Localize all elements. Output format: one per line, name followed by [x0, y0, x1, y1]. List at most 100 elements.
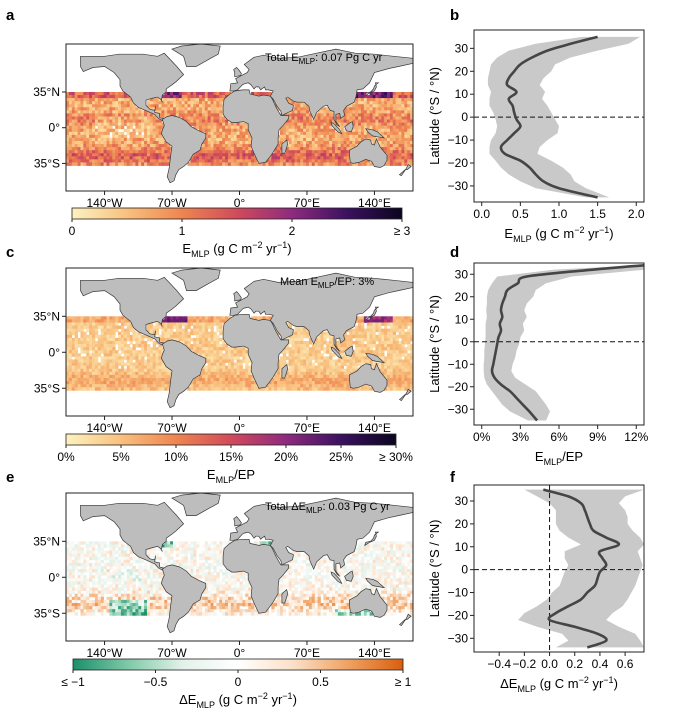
heat-cell: [83, 137, 87, 142]
heat-cell: [375, 101, 379, 105]
heat-cell: [404, 104, 408, 108]
heat-cell: [242, 356, 246, 360]
heat-cell: [303, 119, 307, 123]
heat-cell: [146, 116, 151, 120]
heat-cell: [398, 322, 402, 326]
heat-cell: [398, 547, 402, 551]
heat-cell: [407, 347, 411, 351]
heat-cell: [132, 344, 136, 348]
y-tick-label: −20: [448, 380, 469, 394]
heat-cell: [372, 547, 376, 551]
heat-cell: [120, 101, 125, 105]
heat-cell: [201, 128, 206, 133]
heat-cell: [89, 562, 93, 567]
heat-cell: [300, 153, 304, 157]
heat-cell: [288, 144, 292, 148]
heat-cell: [323, 122, 327, 127]
heat-cell: [285, 384, 290, 388]
colorbar-tick-label: ≥ 3: [394, 224, 411, 238]
heat-cell: [358, 137, 362, 142]
heat-cell: [190, 550, 194, 555]
heat-cell: [109, 350, 113, 354]
heat-cell: [222, 387, 226, 391]
heat-cell: [236, 144, 240, 148]
heat-cell: [201, 122, 206, 127]
heat-cell: [404, 110, 408, 114]
heat-cell: [77, 365, 81, 370]
heat-cell: [386, 381, 391, 385]
heat-cell: [80, 104, 84, 108]
heat-cell: [334, 159, 339, 163]
heat-cell: [155, 347, 159, 351]
heat-cell: [80, 98, 84, 102]
heat-cell: [225, 316, 229, 320]
heat-cell: [392, 104, 397, 108]
heat-cell: [196, 98, 200, 102]
heat-cell: [149, 356, 154, 360]
heat-cell: [386, 331, 391, 336]
heat-cell: [375, 91, 379, 96]
heat-cell: [285, 356, 290, 360]
heat-cell: [332, 128, 336, 133]
heat-cell: [384, 140, 388, 145]
heat-cell: [326, 350, 330, 354]
heat-cell: [352, 101, 356, 105]
land-polygon: [171, 43, 221, 67]
heat-cell: [106, 381, 110, 385]
heat-cell: [242, 137, 246, 142]
heat-cell: [340, 140, 344, 145]
heat-cell: [74, 331, 78, 336]
heat-cell: [100, 153, 104, 157]
heat-cell: [311, 128, 316, 133]
heat-cell: [288, 147, 292, 151]
heat-cell: [167, 104, 171, 108]
heat-cell: [112, 353, 116, 357]
heat-cell: [366, 131, 371, 136]
heat-cell: [372, 319, 376, 323]
heat-cell: [68, 328, 73, 333]
heat-cell: [291, 137, 295, 142]
heat-cell: [83, 134, 87, 139]
heat-cell: [256, 387, 261, 391]
heat-cell: [66, 134, 70, 139]
heat-cell: [207, 544, 211, 548]
heat-cell: [326, 156, 330, 160]
heat-cell: [80, 550, 84, 555]
heat-cell: [144, 125, 148, 130]
heat-cell: [100, 95, 104, 99]
heat-cell: [132, 159, 136, 163]
heat-cell: [100, 122, 104, 127]
heat-cell: [207, 104, 211, 108]
heat-cell: [86, 119, 90, 123]
heat-cell: [219, 101, 223, 105]
heat-cell: [306, 156, 310, 160]
heat-cell: [89, 381, 93, 385]
heat-cell: [375, 344, 379, 348]
heat-cell: [308, 140, 313, 145]
heat-cell: [358, 334, 362, 339]
label-part-sub: MLP: [513, 234, 532, 244]
heat-cell: [167, 147, 171, 151]
heat-cell: [138, 153, 142, 157]
heat-cell: [291, 565, 295, 570]
heat-cell: [118, 153, 122, 157]
heat-cell: [317, 377, 321, 382]
heat-cell: [115, 362, 119, 367]
heat-cell: [320, 353, 324, 357]
heat-cell: [103, 128, 107, 133]
heat-cell: [207, 565, 211, 570]
heat-cell: [346, 150, 350, 154]
heat-cell: [300, 150, 304, 154]
heat-cell: [404, 125, 408, 130]
heat-cell: [74, 365, 78, 370]
heat-cell: [404, 356, 408, 360]
heat-cell: [103, 381, 107, 385]
heat-cell: [358, 340, 362, 345]
heat-cell: [230, 384, 235, 388]
heat-cell: [103, 137, 107, 142]
heat-cell: [106, 340, 110, 345]
heat-cell: [129, 377, 133, 382]
heat-cell: [172, 98, 177, 102]
heat-cell: [378, 119, 382, 123]
heat-cell: [164, 365, 168, 370]
